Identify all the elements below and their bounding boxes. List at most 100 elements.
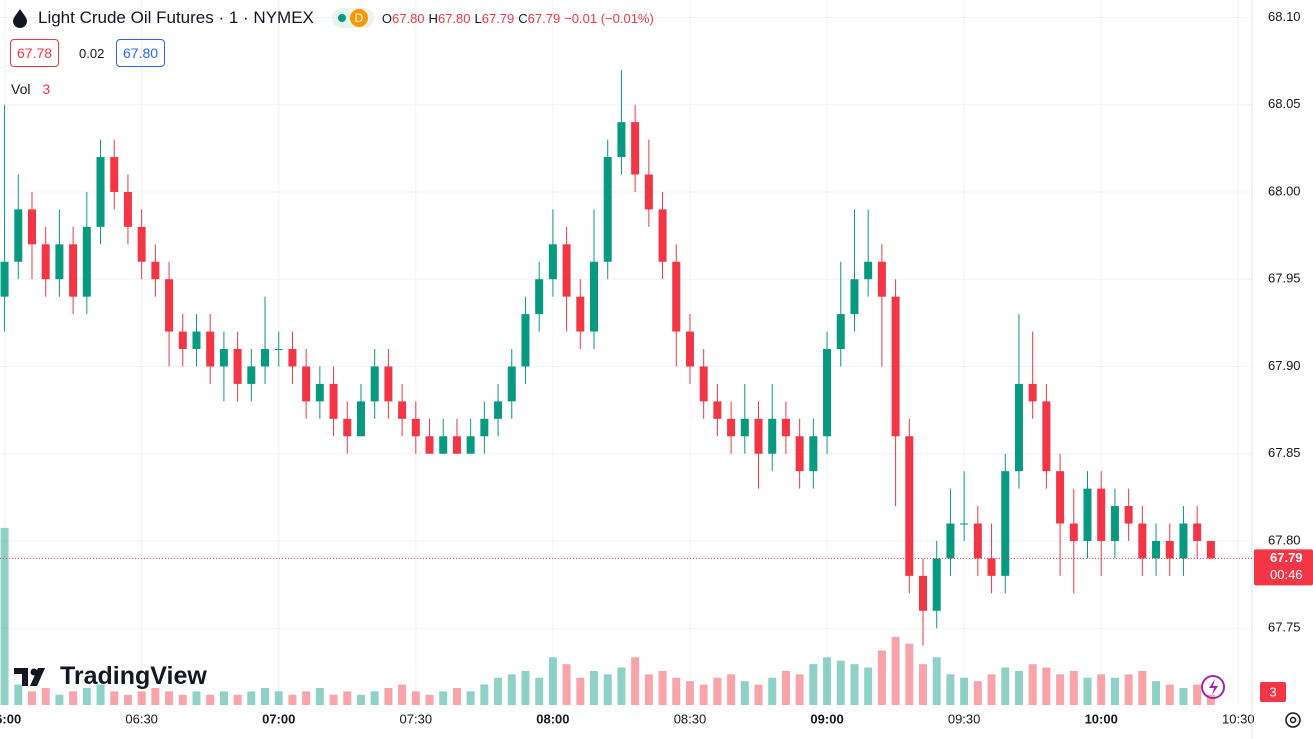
candle-body	[315, 383, 324, 402]
ohlc-value: 67.79	[481, 10, 515, 26]
settings-icon[interactable]	[1285, 712, 1301, 728]
volume-bar	[1056, 674, 1065, 705]
volume-bar	[1014, 670, 1023, 705]
volume-bar	[1206, 694, 1215, 705]
candle-body	[494, 401, 503, 419]
volume-bar	[617, 667, 626, 705]
volume-bar	[494, 677, 503, 705]
candle-body	[206, 331, 215, 367]
candle-body	[946, 523, 955, 559]
change: −0.01 (−0.01%)	[564, 10, 654, 26]
vol-value: 3	[42, 81, 51, 97]
candle-body	[1138, 523, 1147, 559]
volume-bar	[960, 677, 969, 705]
candle-body	[41, 244, 50, 280]
candle-body	[110, 157, 119, 192]
vol-legend: Vol 3	[11, 81, 50, 97]
y-tick-label: 67.75	[1268, 620, 1301, 635]
candle-body	[1193, 523, 1202, 541]
candle-body	[192, 331, 201, 350]
volume-bar	[370, 691, 379, 705]
candle-body	[14, 209, 23, 262]
y-tick-label: 67.90	[1268, 358, 1301, 373]
candle-body	[617, 122, 626, 158]
quick-action-icon[interactable]	[1201, 675, 1225, 699]
volume-bar	[1138, 670, 1147, 705]
volume-bar	[1152, 681, 1161, 705]
candle-body	[877, 261, 886, 297]
candle-body	[891, 296, 900, 437]
candle-body	[411, 418, 420, 437]
volume-bar	[233, 694, 242, 705]
volume-bar	[727, 674, 736, 705]
volume-bar	[288, 694, 297, 705]
volume-bar	[69, 691, 78, 705]
candle-body	[1179, 523, 1188, 559]
candle-body	[480, 418, 489, 437]
candle-body	[658, 209, 667, 262]
candle-body	[740, 418, 749, 437]
candle-body	[219, 349, 228, 367]
volume-bar	[699, 684, 708, 705]
candle-body	[247, 366, 256, 384]
candle-body	[370, 366, 379, 402]
candle-body	[1124, 506, 1133, 524]
x-tick-label: 09:30	[948, 711, 981, 726]
candle-body	[69, 244, 78, 297]
candle-body	[233, 349, 242, 384]
volume-bar	[206, 694, 215, 705]
symbol-icon	[13, 9, 27, 28]
volume-bar	[836, 660, 845, 705]
volume-bar	[781, 670, 790, 705]
y-tick-label: 67.85	[1268, 445, 1301, 460]
x-tick-label: 07:00	[262, 711, 295, 726]
x-tick-label: 08:00	[536, 711, 569, 726]
candle-body	[1206, 540, 1215, 559]
candle-body	[590, 261, 599, 332]
ohlc-values: O67.80 H67.80 L67.79 C67.79 −0.01 (−0.01%)	[382, 11, 654, 26]
candle-body	[384, 366, 393, 402]
volume-bar	[891, 636, 900, 705]
volume-bar	[41, 687, 50, 705]
volume-bar	[576, 677, 585, 705]
volume-bar	[987, 674, 996, 705]
volume-bar	[1028, 664, 1037, 705]
volume-bar	[548, 657, 557, 705]
candle-body	[548, 244, 557, 280]
volume-bar	[14, 684, 23, 705]
volume-bar	[165, 691, 174, 705]
candle-body	[1056, 471, 1065, 524]
candle-body	[631, 122, 640, 175]
volume-bar	[644, 674, 653, 705]
ask-box[interactable]: 67.80	[116, 39, 166, 67]
symbol-title[interactable]: Light Crude Oil Futures · 1 · NYMEX	[38, 8, 314, 27]
candle-body	[754, 418, 763, 454]
candle-body	[685, 331, 694, 367]
ohlc-value: 67.79	[527, 10, 561, 26]
candle-body	[603, 157, 612, 262]
candle-body	[973, 523, 982, 559]
volume-bar	[27, 691, 36, 705]
volume-bar	[398, 684, 407, 705]
volume-bar	[1069, 670, 1078, 705]
volume-bar	[1179, 687, 1188, 705]
volume-bar	[850, 664, 859, 705]
candle-body	[261, 349, 270, 367]
candle-body	[165, 279, 174, 332]
candle-body	[1083, 488, 1092, 541]
candle-body	[836, 314, 845, 350]
volume-bar	[343, 691, 352, 705]
volume-bar	[192, 691, 201, 705]
volume-bar	[713, 677, 722, 705]
candle-body	[713, 401, 722, 419]
candle-body	[562, 244, 571, 297]
volume-bar	[685, 681, 694, 705]
logo[interactable]: TradingView	[14, 662, 207, 691]
candle-body	[507, 366, 516, 402]
bid-box[interactable]: 67.78	[10, 39, 60, 67]
candle-body	[795, 436, 804, 472]
last-price-box	[1254, 549, 1313, 586]
x-tick-label: 10:30	[1222, 711, 1255, 726]
candle-body	[27, 209, 36, 245]
